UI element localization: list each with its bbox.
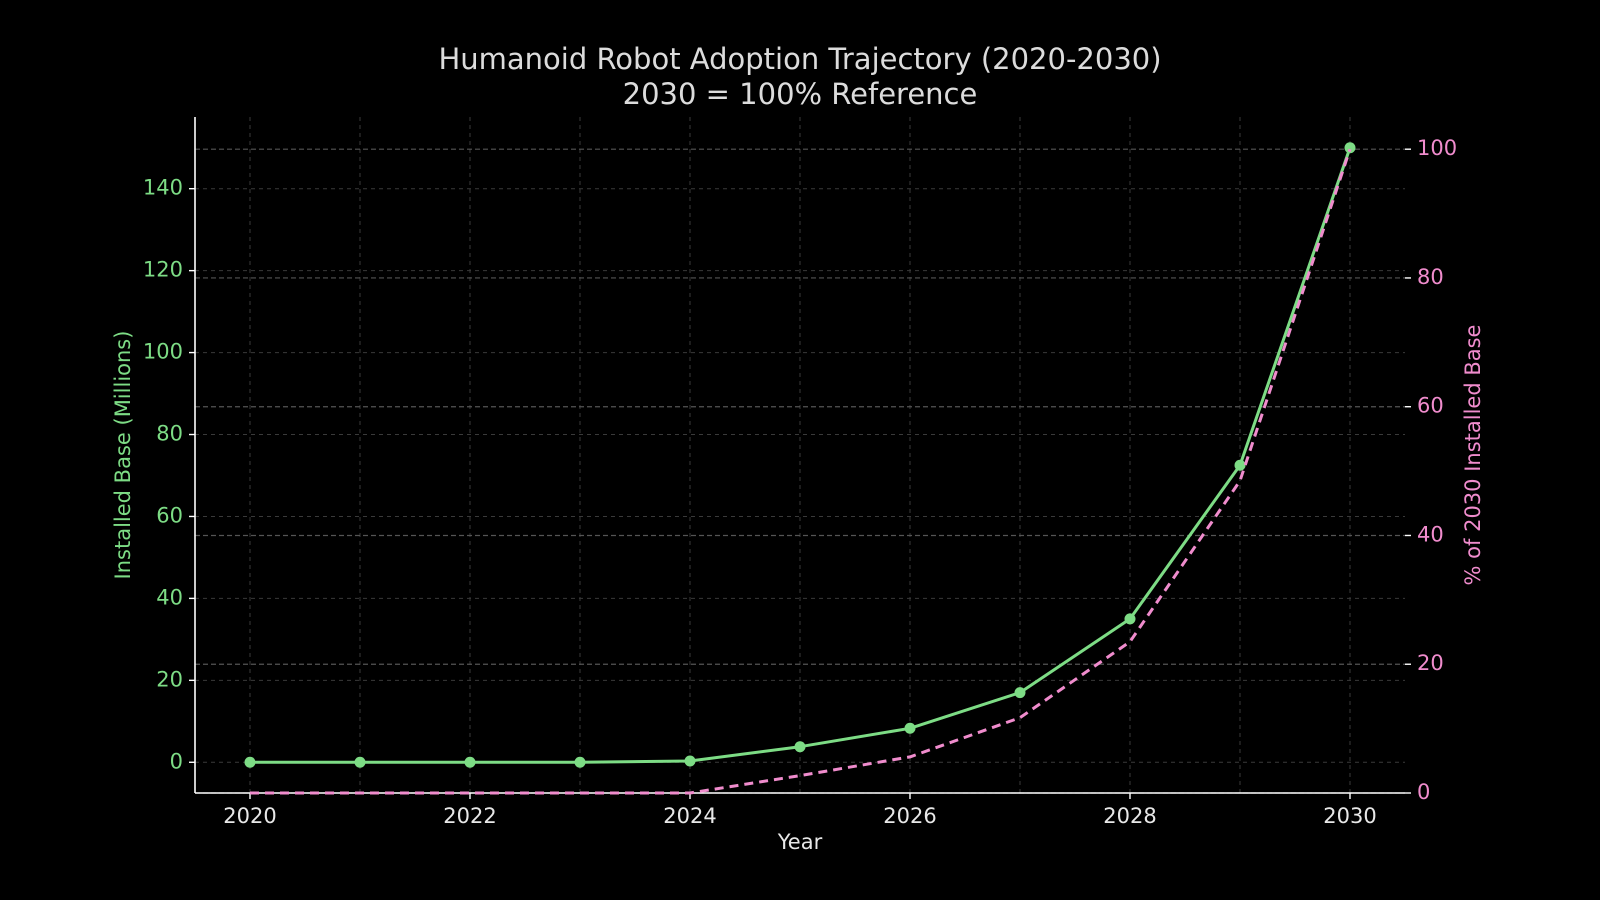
- left-y-tick-label: 100: [143, 340, 183, 364]
- x-tick-label: 2022: [443, 804, 496, 828]
- installed-base-data-point: [1234, 459, 1246, 471]
- chart-subtitle: 2030 = 100% Reference: [623, 77, 978, 111]
- left-y-tick-label: 140: [143, 176, 183, 200]
- right-y-tick-label: 100: [1417, 136, 1457, 160]
- installed-base-data-point: [574, 756, 586, 768]
- installed-base-data-point: [904, 722, 916, 734]
- left-y-tick-label: 60: [156, 503, 183, 527]
- left-y-tick-label: 20: [156, 667, 183, 691]
- left-y-tick-label: 0: [170, 749, 183, 773]
- left-y-tick-label: 120: [143, 258, 183, 282]
- installed-base-data-point: [1124, 613, 1136, 625]
- chart-title: Humanoid Robot Adoption Trajectory (2020…: [438, 42, 1161, 76]
- installed-base-data-point: [244, 756, 256, 768]
- left-y-tick-label: 80: [156, 422, 183, 446]
- axes: 0 20 40 60 80 100 120 140 0 20 40 60 80 100 2020 2022 20…: [143, 117, 1457, 828]
- installed-base-data-point: [1344, 142, 1356, 154]
- x-tick-label: 2024: [663, 804, 716, 828]
- right-y-tick-label: 40: [1417, 522, 1444, 546]
- x-tick-label: 2028: [1103, 804, 1156, 828]
- x-tick-label: 2030: [1323, 804, 1376, 828]
- left-y-axis-label: Installed Base (Millions): [111, 331, 135, 580]
- right-y-axis-label: % of 2030 Installed Base: [1461, 325, 1485, 586]
- x-axis-label: Year: [777, 830, 823, 854]
- grid: [195, 117, 1405, 794]
- installed-base-data-point: [1014, 687, 1026, 699]
- x-tick-label: 2020: [223, 804, 276, 828]
- installed-base-data-point: [354, 756, 366, 768]
- installed-base-data-point: [794, 741, 806, 753]
- right-y-tick-label: 0: [1417, 780, 1430, 804]
- installed-base-data-point: [464, 756, 476, 768]
- right-y-tick-label: 60: [1417, 394, 1444, 418]
- installed-base-data-point: [684, 755, 696, 767]
- percent-series-line: [250, 148, 1352, 795]
- series-layer: [244, 142, 1356, 795]
- right-y-tick-label: 80: [1417, 265, 1444, 289]
- x-tick-label: 2026: [883, 804, 936, 828]
- right-y-tick-label: 20: [1417, 651, 1444, 675]
- left-y-tick-label: 40: [156, 585, 183, 609]
